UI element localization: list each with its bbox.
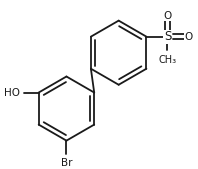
Text: HO: HO	[4, 88, 20, 98]
Text: S: S	[164, 30, 171, 43]
Text: O: O	[163, 11, 172, 21]
Text: CH₃: CH₃	[158, 55, 177, 65]
Text: Br: Br	[61, 158, 72, 168]
Text: O: O	[185, 32, 193, 42]
